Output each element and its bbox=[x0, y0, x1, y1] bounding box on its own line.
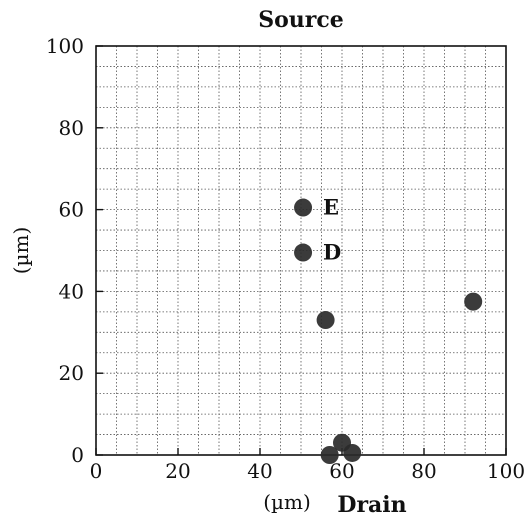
x-axis-label: (µm) bbox=[263, 490, 311, 514]
x-tick-label: 100 bbox=[487, 459, 525, 483]
y-tick-label: 20 bbox=[59, 361, 84, 385]
y-tick-label: 60 bbox=[59, 198, 84, 222]
chart-title: Source bbox=[258, 7, 344, 33]
data-point bbox=[343, 443, 362, 462]
y-tick-label: 80 bbox=[59, 116, 84, 140]
x-tick-label: 60 bbox=[329, 459, 354, 483]
y-tick-label: 40 bbox=[59, 279, 84, 303]
data-point bbox=[464, 292, 483, 311]
x-tick-label: 80 bbox=[411, 459, 436, 483]
drain-label: Drain bbox=[337, 492, 406, 518]
y-tick-label: 100 bbox=[46, 34, 84, 58]
y-axis-label: (µm) bbox=[9, 227, 33, 275]
data-point bbox=[320, 446, 339, 464]
x-tick-label: 40 bbox=[247, 459, 272, 483]
axis-ticks: 0 20 40 60 80 100 0 20 40 60 80 100 bbox=[46, 34, 525, 483]
plot-frame bbox=[95, 45, 507, 456]
grid-lines bbox=[96, 46, 506, 455]
x-tick-label: 20 bbox=[165, 459, 190, 483]
data-point bbox=[316, 311, 335, 330]
point-label: D bbox=[323, 240, 341, 265]
y-tick-label: 0 bbox=[71, 443, 84, 467]
data-point bbox=[294, 243, 313, 262]
point-label: E bbox=[323, 195, 339, 220]
x-tick-label: 0 bbox=[90, 459, 103, 483]
data-points: ED bbox=[294, 195, 483, 464]
data-point bbox=[294, 198, 313, 217]
